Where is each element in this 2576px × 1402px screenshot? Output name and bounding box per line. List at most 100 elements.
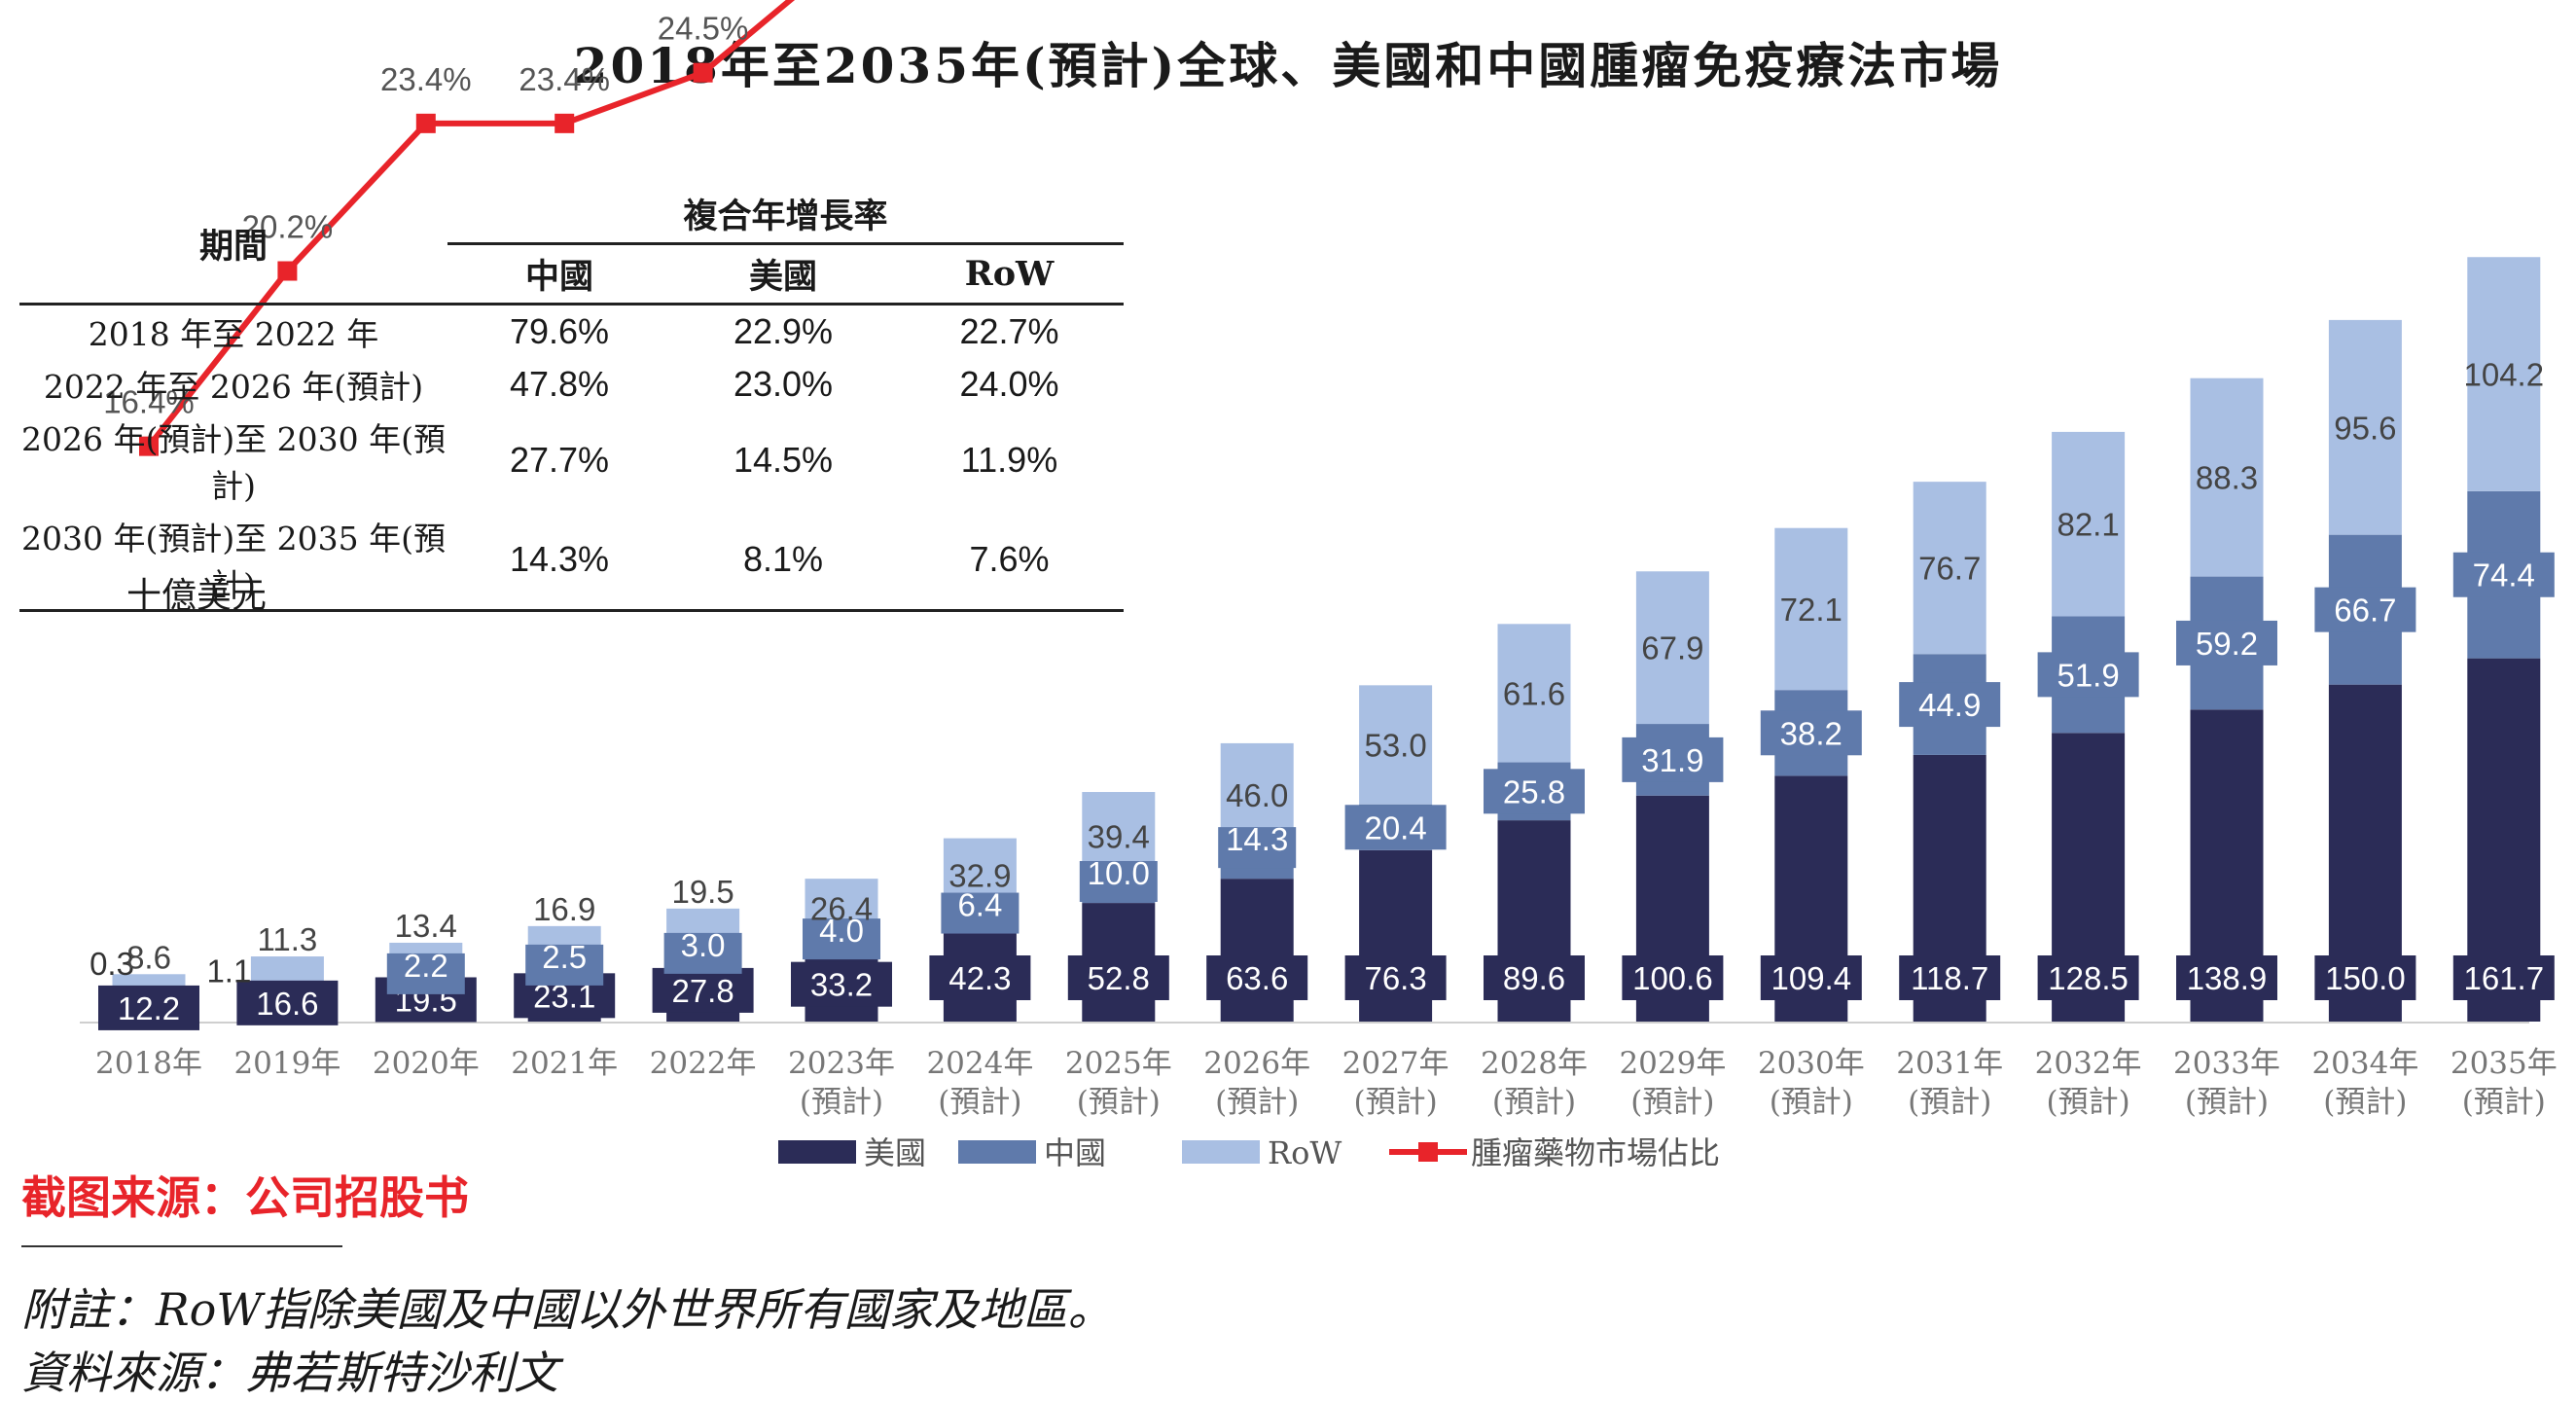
table-row: 2030 年(預計)至 2035 年(預計) 14.3% 8.1% 7.6% bbox=[19, 510, 1124, 611]
us-value-label: 100.6 bbox=[1632, 960, 1713, 996]
us-value-label: 150.0 bbox=[2325, 960, 2406, 996]
x-tick-label: 2031年 bbox=[1896, 1046, 2003, 1081]
row-value-row: 24.0% bbox=[959, 364, 1059, 404]
x-tick-label: 2018年 bbox=[95, 1046, 202, 1081]
table-row: 2022 年至 2026 年(預計) 47.8% 23.0% 24.0% bbox=[19, 358, 1124, 411]
period-header: 期間 bbox=[198, 227, 268, 267]
china-value-label: 59.2 bbox=[2196, 626, 2258, 662]
us-value-label: 76.3 bbox=[1364, 960, 1426, 996]
x-tick-label: (預計) bbox=[938, 1085, 1021, 1120]
us-label-box bbox=[1899, 955, 2001, 1000]
market-share-label: 23.4% bbox=[519, 61, 610, 97]
row-value-label: 95.6 bbox=[2334, 410, 2396, 446]
china-value-label: 2.5 bbox=[542, 939, 587, 975]
china-value-label: 14.3 bbox=[1226, 821, 1288, 857]
china-value-label: 74.4 bbox=[2473, 557, 2535, 593]
row-value-label: 19.5 bbox=[671, 874, 733, 910]
china-label-box bbox=[525, 944, 604, 986]
x-tick-label: 2020年 bbox=[373, 1046, 480, 1081]
row-period: 2018 年至 2022 年 bbox=[88, 315, 379, 353]
row-value-label: 32.9 bbox=[948, 858, 1011, 894]
screenshot-source-tag: 截图来源：公司招股书 bbox=[21, 1171, 469, 1224]
x-tick-label: 2024年 bbox=[926, 1046, 1033, 1081]
x-tick-label: 2019年 bbox=[233, 1046, 340, 1081]
china-value-label: 1.1 bbox=[206, 953, 251, 989]
row-value-label: 61.6 bbox=[1503, 675, 1565, 711]
china-label-box bbox=[941, 892, 1020, 934]
row-period: 2026 年(預計)至 2030 年(預計) bbox=[20, 420, 447, 505]
china-value-label: 20.4 bbox=[1364, 809, 1426, 845]
legend-label-china: 中國 bbox=[1044, 1134, 1106, 1171]
us-value-label: 89.6 bbox=[1503, 960, 1565, 996]
legend-label-us: 美國 bbox=[864, 1134, 926, 1171]
china-label-box bbox=[1760, 710, 1862, 756]
china-label-box bbox=[2314, 587, 2416, 632]
market-share-point bbox=[277, 261, 298, 281]
x-tick-label: 2026年 bbox=[1203, 1046, 1310, 1081]
row-value-china: 47.8% bbox=[509, 364, 610, 404]
bar-row bbox=[250, 956, 324, 983]
us-label-box bbox=[2176, 955, 2277, 1000]
data-source: 資料來源：弗若斯特沙利文 bbox=[21, 1347, 558, 1399]
china-value-label: 66.7 bbox=[2334, 593, 2396, 629]
row-value-label: 8.6 bbox=[126, 939, 171, 975]
market-share-label: 20.2% bbox=[242, 209, 334, 245]
row-period: 2022 年至 2026 年(預計) bbox=[43, 368, 424, 406]
x-tick-label: 2022年 bbox=[650, 1046, 757, 1081]
x-tick-label: 2029年 bbox=[1619, 1046, 1726, 1081]
market-share-label: 23.4% bbox=[380, 61, 472, 97]
x-tick-label: 2027年 bbox=[1342, 1046, 1449, 1081]
china-label-box bbox=[2037, 652, 2139, 698]
x-tick-label: (預計) bbox=[2462, 1085, 2546, 1120]
row-value-label: 53.0 bbox=[1364, 728, 1426, 764]
bar-row bbox=[1497, 624, 1571, 763]
us-label-box bbox=[98, 985, 199, 1030]
us-label-box bbox=[1484, 955, 1585, 1000]
x-tick-label: (預計) bbox=[800, 1085, 883, 1120]
china-label-box bbox=[386, 953, 465, 994]
row-value-label: 88.3 bbox=[2196, 460, 2258, 496]
bar-row bbox=[1913, 482, 1986, 655]
us-value-label: 33.2 bbox=[810, 967, 873, 1003]
market-share-line bbox=[146, 0, 796, 449]
row-value-label: 82.1 bbox=[2057, 507, 2119, 543]
table-row: 2018 年至 2022 年 79.6% 22.9% 22.7% bbox=[19, 305, 1124, 359]
row-value-label: 39.4 bbox=[1088, 819, 1150, 855]
us-value-label: 109.4 bbox=[1771, 960, 1852, 996]
us-label-box bbox=[1622, 955, 1724, 1000]
row-value-label: 26.4 bbox=[810, 891, 873, 927]
row-value-row: 22.7% bbox=[959, 311, 1059, 351]
us-label-box bbox=[929, 955, 1031, 1000]
bar-row bbox=[1635, 571, 1709, 725]
china-label-box bbox=[2452, 552, 2555, 597]
legend-label-share: 腫瘤藥物市場佔比 bbox=[1471, 1134, 1720, 1171]
col-header-us: 美國 bbox=[748, 257, 817, 297]
market-share-point bbox=[415, 113, 436, 133]
cagr-group-header: 複合年增長率 bbox=[447, 185, 1124, 245]
x-tick-label: 2032年 bbox=[2035, 1046, 2142, 1081]
legend-label-row: RoW bbox=[1268, 1134, 1342, 1171]
row-value-us: 14.5% bbox=[733, 440, 834, 480]
row-value-label: 72.1 bbox=[1780, 592, 1843, 628]
x-tick-label: 2030年 bbox=[1758, 1046, 1865, 1081]
market-share-label: 24.5% bbox=[658, 11, 749, 47]
us-value-label: 42.3 bbox=[948, 960, 1011, 996]
x-tick-label: 2028年 bbox=[1481, 1046, 1588, 1081]
china-value-label: 2.2 bbox=[404, 948, 448, 984]
legend-marker-share bbox=[1418, 1142, 1438, 1162]
us-value-label: 138.9 bbox=[2187, 960, 2268, 996]
china-value-label: 51.9 bbox=[2057, 657, 2119, 693]
bar-row bbox=[2190, 377, 2264, 577]
x-tick-label: (預計) bbox=[1492, 1085, 1576, 1120]
row-value-label: 67.9 bbox=[1641, 630, 1703, 666]
us-label-box bbox=[1344, 955, 1447, 1000]
cagr-table: 期間 複合年增長率 中國 美國 RoW 2018 年至 2022 年 79.6%… bbox=[19, 185, 1124, 612]
chart-title: 2018年至2035年(預計)全球、美國和中國腫瘤免疫療法市場 bbox=[573, 37, 2003, 94]
us-label-box bbox=[2314, 955, 2416, 1000]
x-tick-label: (預計) bbox=[1770, 1085, 1853, 1120]
row-value-label: 46.0 bbox=[1226, 777, 1288, 813]
legend-swatch-china bbox=[958, 1140, 1036, 1164]
row-value-label: 104.2 bbox=[2464, 357, 2545, 393]
china-label-box bbox=[1484, 769, 1585, 814]
china-value-label: 3.0 bbox=[681, 927, 726, 963]
